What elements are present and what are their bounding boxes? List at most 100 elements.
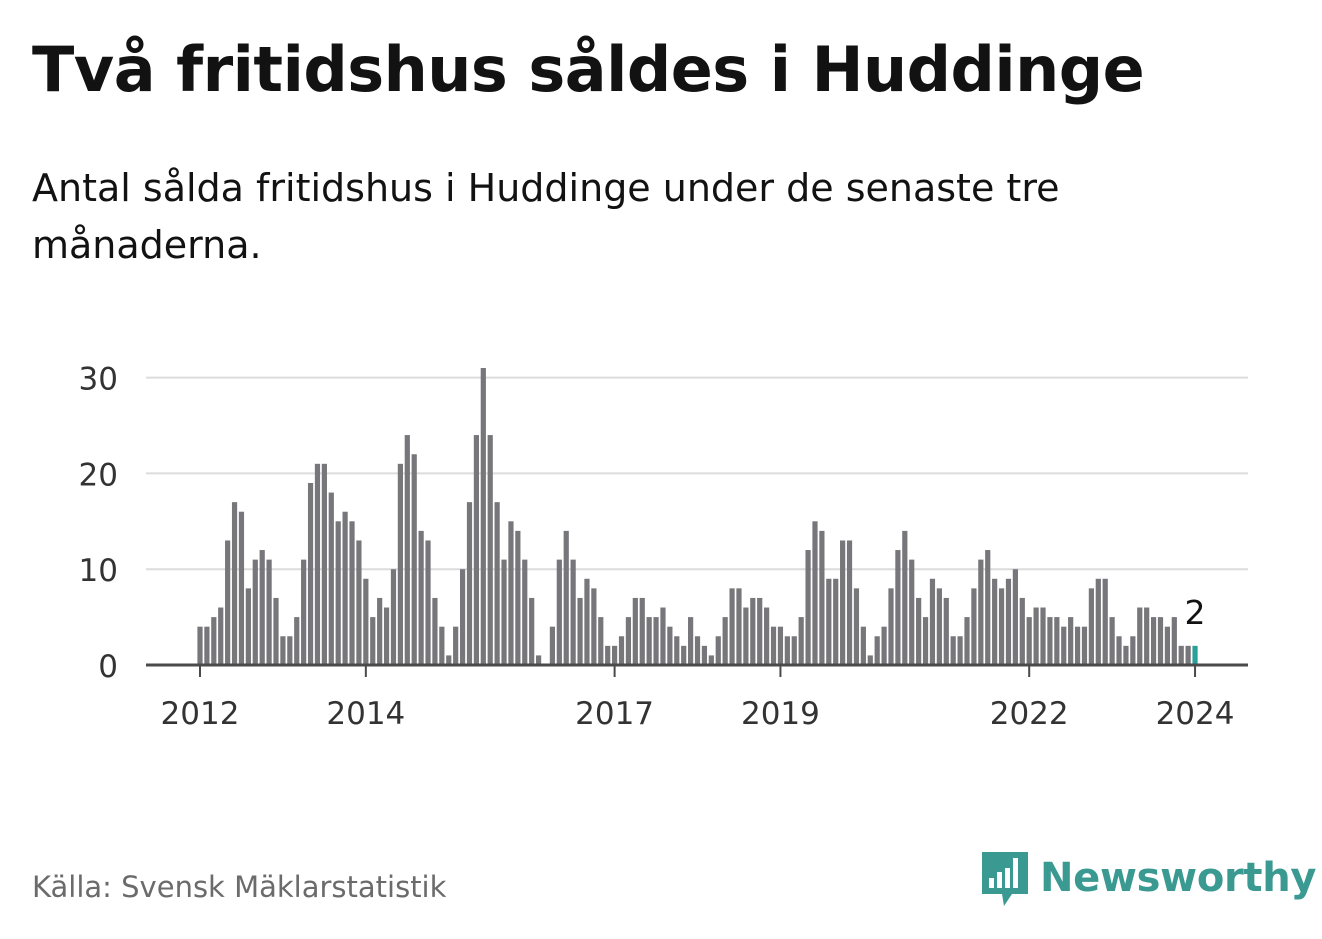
bar xyxy=(404,435,410,665)
bar xyxy=(1054,617,1060,665)
x-tick-label: 2022 xyxy=(990,696,1069,732)
bar xyxy=(1157,617,1164,665)
bar xyxy=(895,550,901,665)
bar xyxy=(729,588,735,665)
bar xyxy=(1095,578,1101,665)
x-tick-label: 2019 xyxy=(741,696,820,732)
bar xyxy=(902,530,908,665)
bar xyxy=(943,597,949,665)
bar xyxy=(487,435,493,665)
bar xyxy=(798,617,804,665)
bar xyxy=(1137,607,1143,665)
bar xyxy=(1185,645,1191,665)
bar xyxy=(632,597,638,665)
bar xyxy=(287,636,293,665)
x-tick-label: 2017 xyxy=(575,696,654,732)
bar xyxy=(1144,607,1150,665)
bar xyxy=(688,617,694,665)
bar xyxy=(328,492,334,665)
bar xyxy=(556,559,562,665)
bar xyxy=(1178,645,1184,665)
bar xyxy=(204,626,210,665)
bar xyxy=(743,607,749,665)
bar xyxy=(1150,617,1157,665)
x-tick-label: 2024 xyxy=(1156,696,1235,732)
bar xyxy=(922,617,929,665)
bar xyxy=(1192,645,1198,665)
bar xyxy=(321,463,327,665)
bar xyxy=(432,597,438,665)
bar xyxy=(1005,578,1012,665)
bar xyxy=(1109,617,1115,665)
bar xyxy=(888,588,894,665)
bar xyxy=(342,511,348,665)
bar xyxy=(501,559,507,665)
bar xyxy=(909,559,915,665)
y-tick-label: 30 xyxy=(79,362,118,398)
bar xyxy=(1074,626,1081,665)
value-annotation: 2 xyxy=(1185,593,1206,632)
bar xyxy=(715,636,721,665)
bar xyxy=(840,540,846,665)
bar xyxy=(377,597,383,665)
bar xyxy=(294,617,300,665)
bar xyxy=(936,588,942,665)
bar xyxy=(439,626,445,665)
bar xyxy=(459,569,466,665)
bar xyxy=(826,578,832,665)
bar xyxy=(660,607,666,665)
bar xyxy=(494,502,500,665)
bar xyxy=(1012,569,1018,665)
bar xyxy=(245,588,251,665)
bar xyxy=(273,597,279,665)
bar xyxy=(522,559,528,665)
bar xyxy=(397,463,403,665)
bar xyxy=(425,540,431,665)
bar xyxy=(605,645,611,665)
bar xyxy=(681,645,687,665)
y-tick-label: 10 xyxy=(79,553,118,589)
bar xyxy=(529,597,535,665)
bar xyxy=(992,578,998,665)
bar xyxy=(618,636,625,665)
bar xyxy=(598,617,604,665)
bar xyxy=(1019,597,1025,665)
bar xyxy=(777,626,784,665)
bar xyxy=(625,617,632,665)
bar xyxy=(1047,617,1053,665)
bar xyxy=(266,559,272,665)
bar xyxy=(411,454,417,665)
bar xyxy=(1033,607,1039,665)
bar xyxy=(335,521,341,665)
bar xyxy=(466,502,473,665)
bar-chart: 0 10 20 30 2012 2014 2017 2019 2022 2024 2 xyxy=(79,362,1248,732)
bar xyxy=(535,655,542,665)
bar xyxy=(812,521,818,665)
bar xyxy=(860,626,866,665)
bar xyxy=(473,435,479,665)
bar xyxy=(252,559,258,665)
bar xyxy=(1026,617,1032,665)
y-tick-label: 0 xyxy=(98,649,118,685)
brand-name: Newsworthy xyxy=(1040,855,1317,901)
bar xyxy=(480,368,486,665)
bar xyxy=(874,636,880,665)
bar xyxy=(867,655,873,665)
bar xyxy=(1040,607,1046,665)
bar xyxy=(515,530,521,665)
bar xyxy=(259,550,265,665)
bar xyxy=(1081,626,1088,665)
bar xyxy=(701,645,708,665)
brand-logo: Newsworthy xyxy=(980,848,1317,908)
bar xyxy=(349,521,355,665)
bar xyxy=(197,626,203,665)
bar xyxy=(238,511,245,665)
bar xyxy=(770,626,777,665)
bar xyxy=(1123,645,1129,665)
bar xyxy=(584,578,590,665)
bar xyxy=(549,626,556,665)
bar xyxy=(929,578,936,665)
bar xyxy=(363,578,369,665)
bar xyxy=(1088,588,1094,665)
bar xyxy=(218,607,224,665)
